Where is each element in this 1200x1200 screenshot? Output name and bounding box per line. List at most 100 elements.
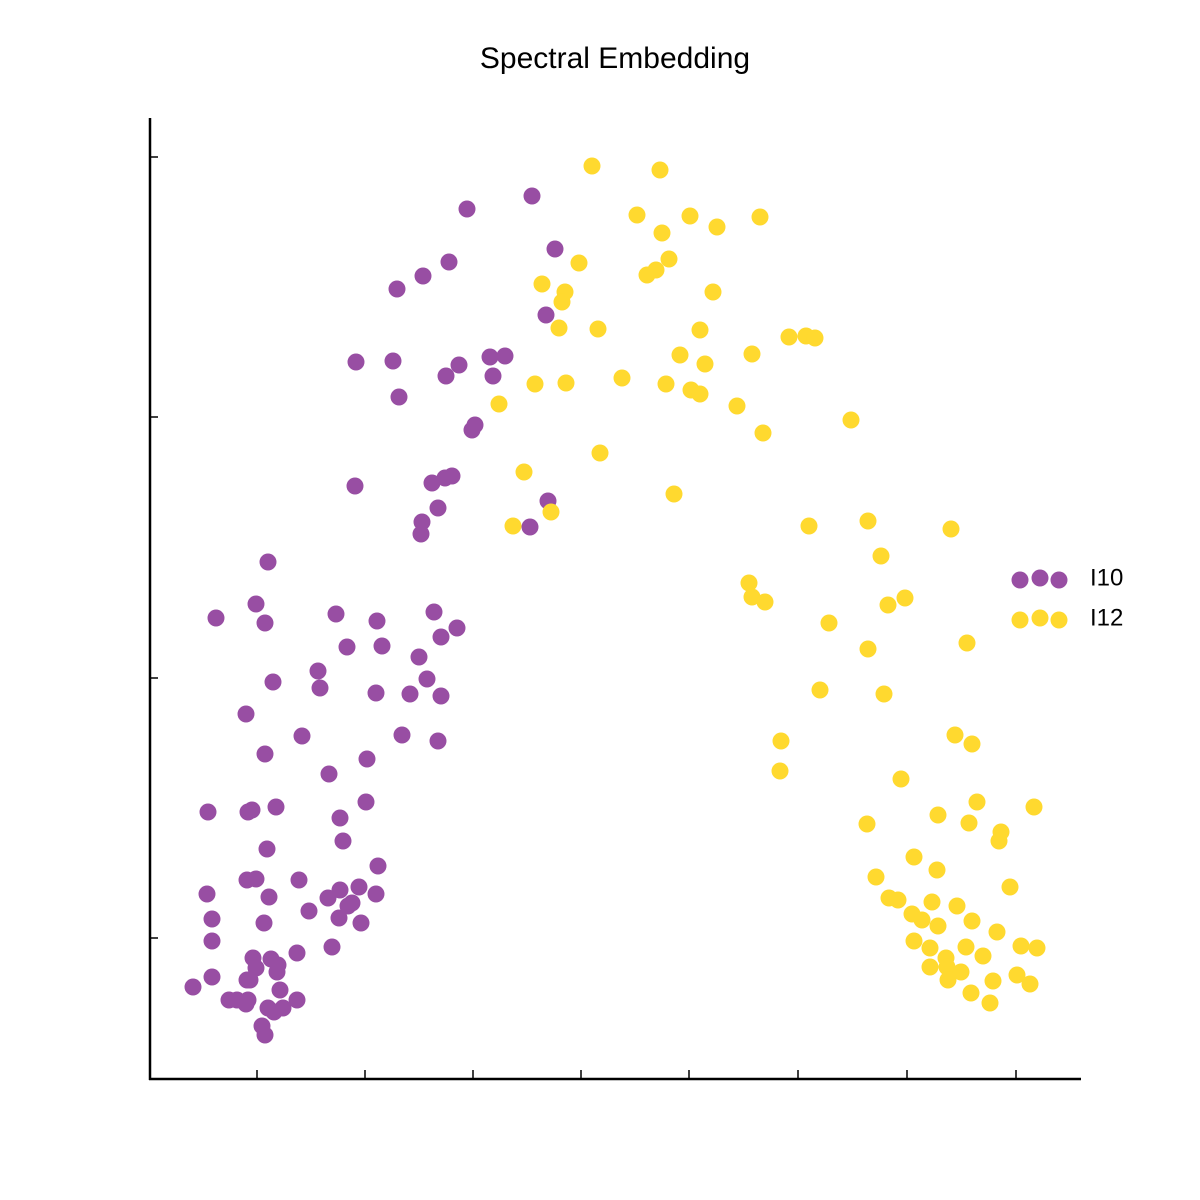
point <box>1025 798 1043 816</box>
point <box>367 885 385 903</box>
point <box>858 815 876 833</box>
point <box>537 306 555 324</box>
point <box>331 809 349 827</box>
point <box>780 328 798 346</box>
point <box>237 995 255 1013</box>
point <box>889 891 907 909</box>
point <box>390 388 408 406</box>
point <box>691 385 709 403</box>
point <box>346 477 364 495</box>
point <box>681 207 699 225</box>
point <box>984 972 1002 990</box>
legend-marker <box>1031 569 1049 587</box>
point <box>450 356 468 374</box>
point <box>199 803 217 821</box>
point <box>334 832 352 850</box>
point <box>331 881 349 899</box>
point <box>660 250 678 268</box>
point <box>638 266 656 284</box>
point <box>484 367 502 385</box>
point <box>872 547 890 565</box>
point <box>440 253 458 271</box>
point <box>929 917 947 935</box>
point <box>743 345 761 363</box>
point <box>696 355 714 373</box>
point <box>384 352 402 370</box>
legend-label: I12 <box>1090 604 1123 631</box>
point <box>339 897 357 915</box>
point <box>265 1003 283 1021</box>
point <box>264 673 282 691</box>
point <box>203 968 221 986</box>
point <box>256 1026 274 1044</box>
point <box>458 200 476 218</box>
point <box>255 914 273 932</box>
point <box>957 938 975 956</box>
point <box>952 963 970 981</box>
point <box>410 648 428 666</box>
point <box>203 910 221 928</box>
legend-marker <box>1011 571 1029 589</box>
point <box>256 745 274 763</box>
point <box>756 593 774 611</box>
point <box>905 848 923 866</box>
chart-title: Spectral Embedding <box>480 42 750 75</box>
point <box>463 421 481 439</box>
point <box>948 897 966 915</box>
point <box>358 750 376 768</box>
point <box>1008 966 1026 984</box>
point <box>657 375 675 393</box>
point <box>740 574 758 592</box>
point <box>271 981 289 999</box>
point <box>429 499 447 517</box>
point <box>583 157 601 175</box>
point <box>523 187 541 205</box>
point <box>388 280 406 298</box>
point <box>962 984 980 1002</box>
point <box>260 888 278 906</box>
point <box>928 861 946 879</box>
point <box>184 978 202 996</box>
point <box>256 614 274 632</box>
point <box>913 911 931 929</box>
point <box>542 503 560 521</box>
point <box>533 275 551 293</box>
point <box>311 679 329 697</box>
point <box>432 687 450 705</box>
point <box>628 206 646 224</box>
point <box>373 637 391 655</box>
point <box>842 411 860 429</box>
point <box>425 603 443 621</box>
point <box>367 684 385 702</box>
legend-marker <box>1031 609 1049 627</box>
point <box>203 932 221 950</box>
point <box>323 938 341 956</box>
point <box>309 662 327 680</box>
point <box>1001 878 1019 896</box>
legend-label: I10 <box>1090 564 1123 591</box>
point <box>892 770 910 788</box>
point <box>875 685 893 703</box>
point <box>448 619 466 637</box>
point <box>347 353 365 371</box>
point <box>974 947 992 965</box>
point <box>867 868 885 886</box>
point <box>963 735 981 753</box>
point <box>981 994 999 1012</box>
point <box>963 912 981 930</box>
point <box>653 224 671 242</box>
point <box>546 240 564 258</box>
point <box>357 793 375 811</box>
point <box>432 628 450 646</box>
point <box>879 596 897 614</box>
point <box>550 319 568 337</box>
point <box>704 283 722 301</box>
point <box>958 634 976 652</box>
point <box>938 958 956 976</box>
point <box>691 321 709 339</box>
point <box>1021 975 1039 993</box>
point <box>412 525 430 543</box>
point <box>1012 937 1030 955</box>
point <box>496 347 514 365</box>
